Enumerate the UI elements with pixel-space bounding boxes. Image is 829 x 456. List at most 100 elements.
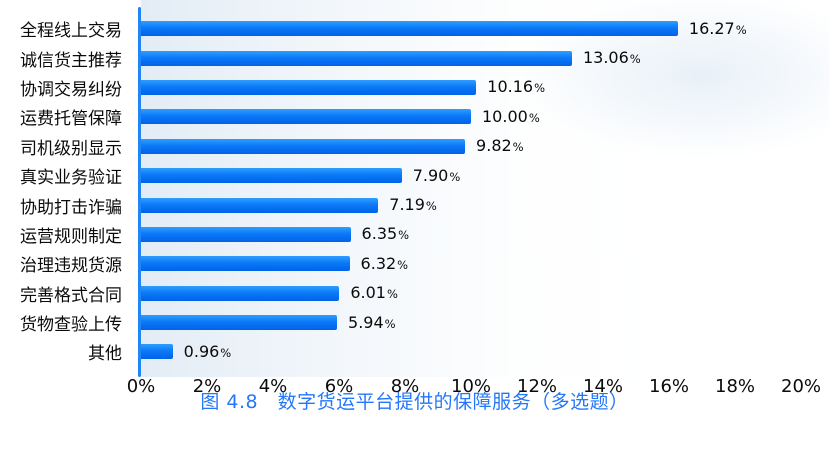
bar-track: 13.06%: [131, 43, 829, 72]
bar-value-label: 16.27%: [688, 18, 747, 38]
x-tick-label: 12%: [516, 375, 558, 397]
category-label: 全程线上交易: [20, 21, 122, 42]
category-label: 协助打击诈骗: [20, 197, 122, 218]
bar-value-label: 9.82%: [476, 138, 524, 154]
bar: [141, 79, 477, 95]
percent-sign: %: [397, 257, 409, 272]
bar-value-label: 5.94%: [348, 312, 396, 332]
bar-track: 5.94%: [131, 308, 829, 337]
y-axis-line: [138, 7, 141, 377]
bar: [141, 138, 466, 154]
chart-row: 其他 0.96%: [0, 337, 829, 366]
bar-value-label: 10.16%: [487, 79, 545, 95]
x-axis: 0% 2% 4% 6% 8% 10% 12% 14% 16% 18% 20%: [127, 367, 829, 399]
bar: [141, 109, 471, 125]
chart-row: 货物查验上传 5.94%: [0, 308, 829, 337]
bar-value-number: 5.94: [348, 312, 384, 332]
chart-row: 完善格式合同 6.01%: [0, 279, 829, 308]
percent-sign: %: [220, 345, 232, 360]
bar-value-label: 7.19%: [389, 197, 437, 213]
bar-value-number: 7.90: [412, 165, 449, 185]
bar-track: 10.16%: [131, 73, 829, 102]
category-label: 运营规则制定: [20, 226, 122, 247]
x-tick-label: 4%: [258, 375, 288, 397]
chart-row: 运费托管保障 10.00%: [0, 102, 829, 131]
percent-sign: %: [449, 169, 461, 184]
bar-chart: 全程线上交易 16.27% 诚信货主推荐 13.06% 协调交易纠纷 10.16% 运费托管…: [0, 0, 829, 397]
bar: [141, 256, 350, 272]
bar-value-label: 0.96%: [183, 341, 232, 361]
bar-value-label: 13.06%: [583, 50, 641, 66]
bar-value-number: 6.01: [350, 283, 386, 303]
bar: [141, 50, 572, 66]
bar: [141, 226, 351, 242]
percent-sign: %: [512, 140, 524, 155]
category-label: 治理违规货源: [20, 256, 122, 277]
category-label: 诚信货主推荐: [20, 50, 122, 71]
x-tick-label: 18%: [714, 375, 756, 397]
bar-value-number: 10.16: [487, 77, 534, 97]
chart-row: 司机级别显示 9.82%: [0, 132, 829, 161]
bar-value-number: 7.19: [389, 195, 425, 215]
bar-track: 16.27%: [131, 14, 829, 43]
percent-sign: %: [735, 22, 747, 37]
chart-row: 真实业务验证 7.90%: [0, 161, 829, 190]
category-label: 司机级别显示: [20, 138, 122, 159]
bar-track: 0.96%: [131, 337, 829, 366]
bar: [141, 21, 678, 37]
chart-row: 诚信货主推荐 13.06%: [0, 43, 829, 72]
x-tick-label: 8%: [390, 375, 420, 397]
bar: [141, 315, 338, 331]
bar-value-number: 6.32: [360, 253, 397, 273]
chart-row: 运营规则制定 6.35%: [0, 220, 829, 249]
bar-value-label: 6.32%: [360, 253, 409, 273]
bar-track: 7.90%: [131, 161, 829, 190]
x-tick-label: 2%: [192, 375, 222, 397]
x-tick-label: 6%: [324, 375, 354, 397]
percent-sign: %: [425, 199, 437, 214]
category-label: 货物查验上传: [20, 315, 122, 336]
bar-value-label: 10.00%: [482, 106, 540, 126]
x-tick-label: 20%: [780, 375, 822, 397]
bar-track: 10.00%: [131, 102, 829, 131]
bar-value-number: 0.96: [183, 341, 220, 361]
bar-track: 7.19%: [131, 190, 829, 219]
bar-value-label: 6.01%: [350, 285, 398, 301]
bar: [141, 344, 173, 360]
percent-sign: %: [398, 228, 410, 243]
bar-track: 9.82%: [131, 132, 829, 161]
bar: [141, 197, 379, 213]
chart-row: 治理违规货源 6.32%: [0, 249, 829, 278]
category-label: 协调交易纠纷: [20, 79, 122, 100]
x-tick-label: 16%: [648, 375, 690, 397]
bar-value-number: 13.06: [582, 48, 629, 68]
chart-row: 协助打击诈骗 7.19%: [0, 190, 829, 219]
bar: [141, 168, 402, 184]
bar-value-number: 9.82: [476, 136, 512, 156]
percent-sign: %: [528, 110, 540, 125]
bar-track: 6.35%: [131, 220, 829, 249]
chart-row: 全程线上交易 16.27%: [0, 14, 829, 43]
chart-rows: 全程线上交易 16.27% 诚信货主推荐 13.06% 协调交易纠纷 10.16% 运费托管…: [0, 14, 829, 366]
x-tick-label: 0%: [126, 375, 156, 397]
bar-value-number: 16.27: [688, 18, 735, 38]
chart-caption: 图 4.8 数字货运平台提供的保障服务（多选题）: [200, 391, 629, 413]
bar: [141, 285, 340, 301]
category-label: 完善格式合同: [20, 285, 122, 306]
percent-sign: %: [534, 81, 546, 96]
bar-value-number: 10.00: [482, 106, 528, 126]
category-label: 真实业务验证: [20, 168, 122, 189]
x-tick-label: 14%: [582, 375, 624, 397]
bar-track: 6.01%: [131, 279, 829, 308]
category-label: 其他: [88, 344, 122, 365]
x-tick-label: 10%: [450, 375, 492, 397]
bar-value-number: 6.35: [361, 224, 398, 244]
bar-value-label: 6.35%: [362, 226, 410, 242]
percent-sign: %: [629, 52, 641, 67]
category-label: 运费托管保障: [20, 109, 122, 130]
chart-row: 协调交易纠纷 10.16%: [0, 73, 829, 102]
percent-sign: %: [386, 287, 398, 302]
percent-sign: %: [384, 316, 396, 331]
bar-track: 6.32%: [131, 249, 829, 278]
